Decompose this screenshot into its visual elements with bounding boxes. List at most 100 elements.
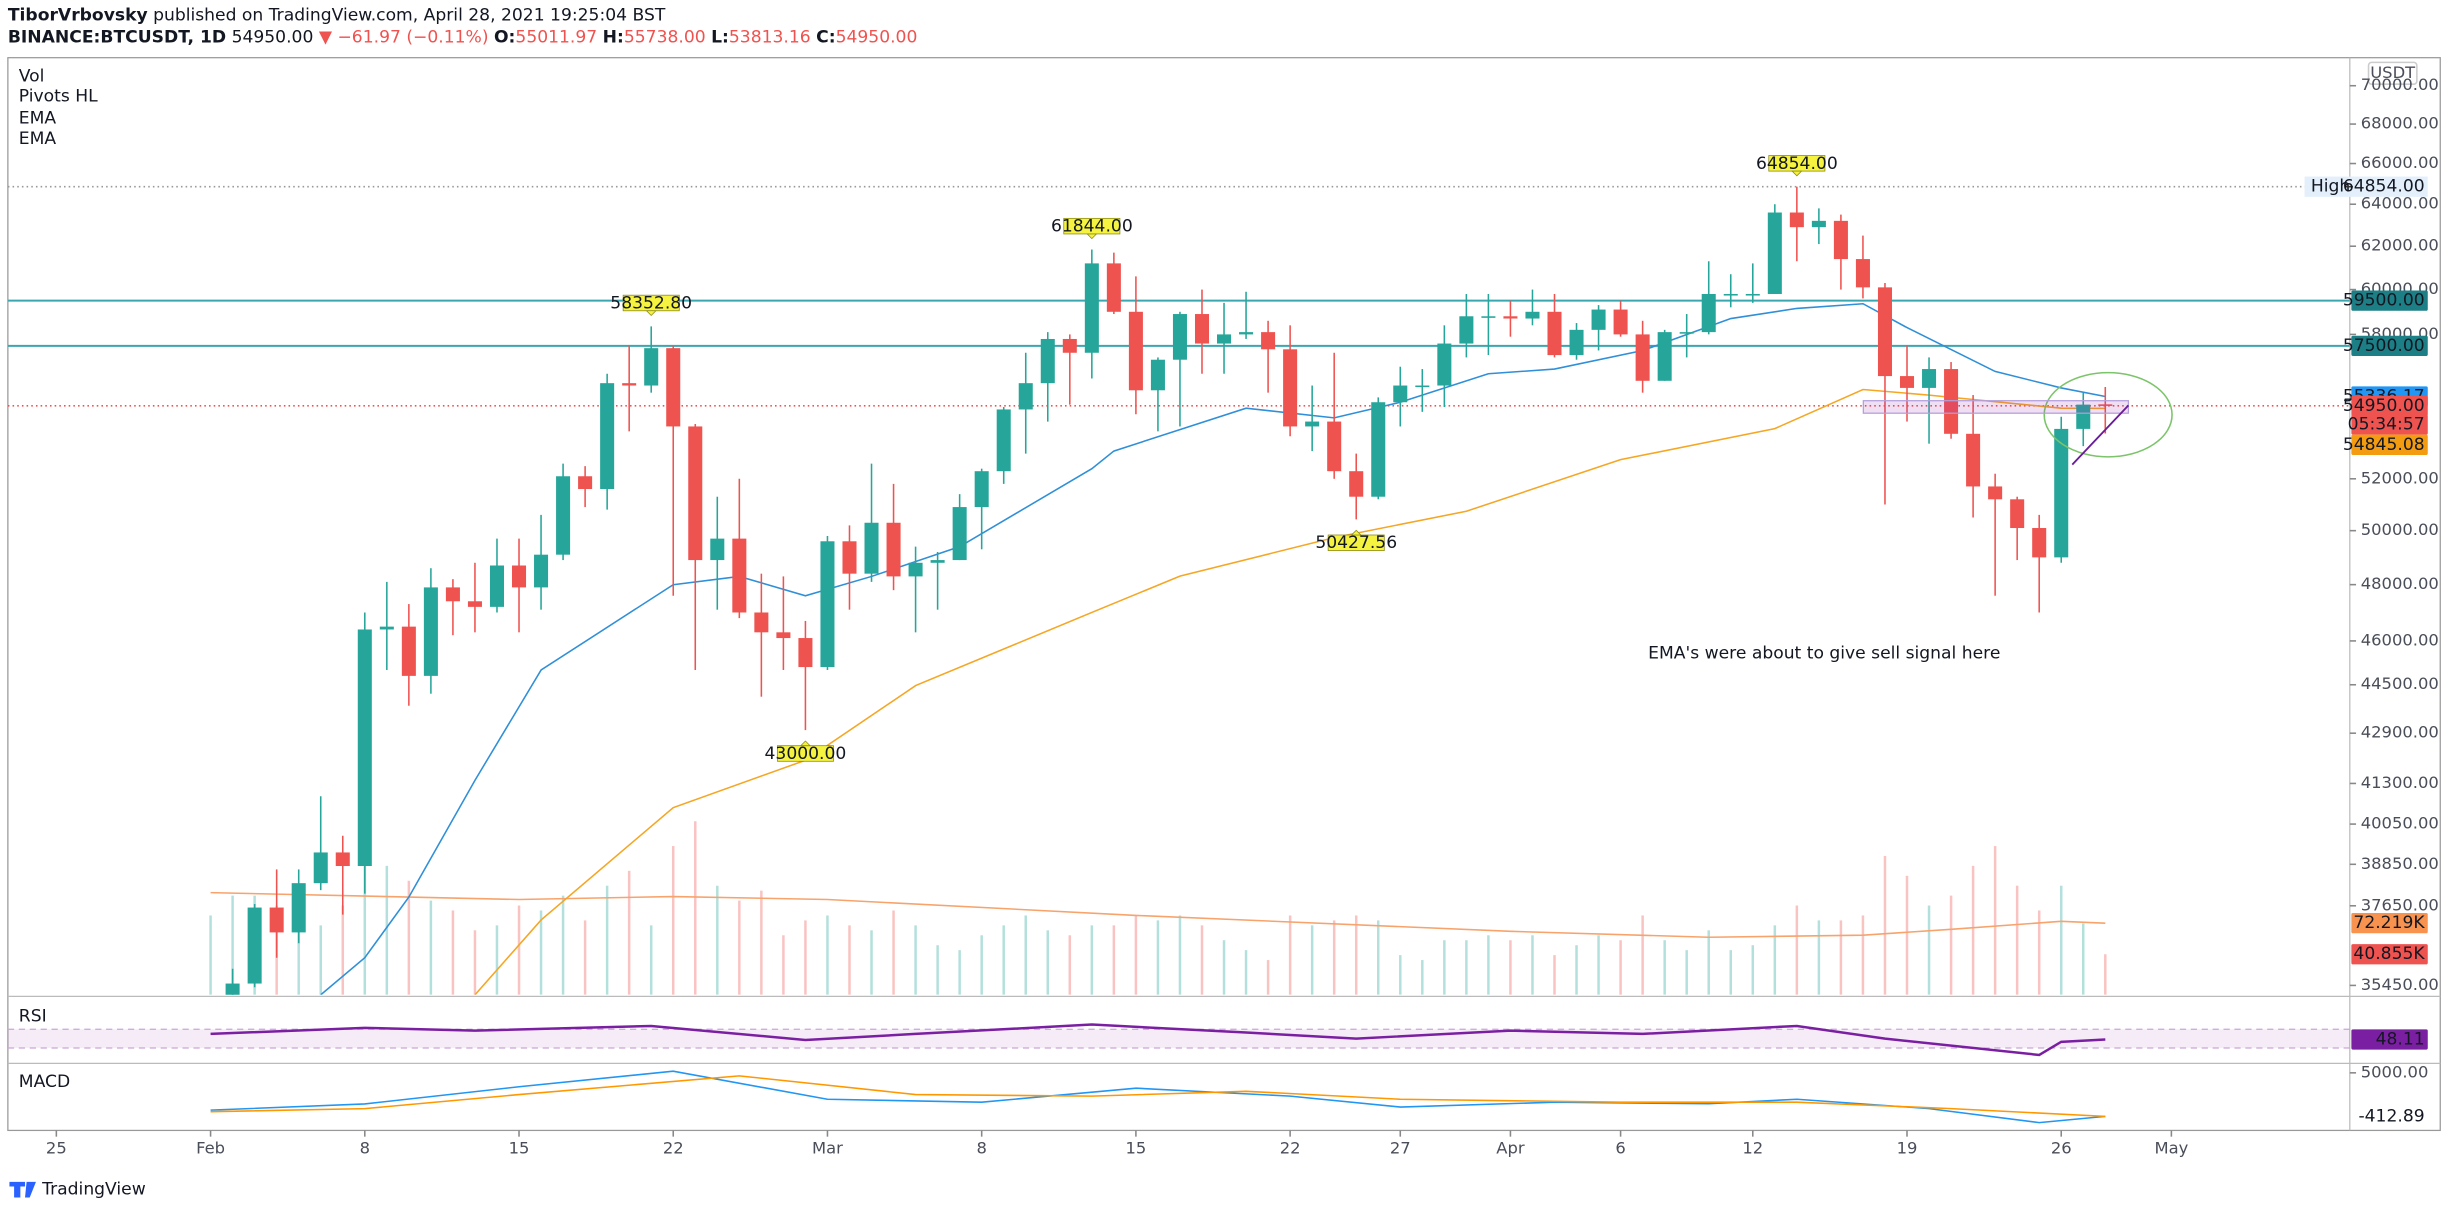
volume-bar xyxy=(319,925,322,995)
candle-body xyxy=(1833,220,1848,260)
x-tick-label: 6 xyxy=(1615,1139,1625,1158)
legend-item: EMA xyxy=(19,108,57,128)
macd-tag: -412.89 xyxy=(2358,1106,2424,1126)
volume-bar xyxy=(1619,940,1622,995)
ohlc-key: L: xyxy=(711,27,729,47)
volume-bar xyxy=(694,821,697,995)
candle-body xyxy=(204,1060,218,1076)
volume-bar xyxy=(1310,925,1314,995)
drawing-line xyxy=(2071,404,2130,466)
rsi-tag-box xyxy=(2351,1029,2428,1050)
volume-bar xyxy=(1068,935,1072,995)
candle-body xyxy=(379,626,394,630)
ohlc-value: 55738.00 xyxy=(624,27,706,47)
volume-bar xyxy=(1178,915,1182,995)
volume-bar xyxy=(2059,885,2063,995)
candle-body xyxy=(1040,338,1055,384)
volume-bar xyxy=(1905,875,1909,995)
volume-bar xyxy=(1156,920,1160,995)
candle-body xyxy=(1944,369,1959,434)
volume-bar xyxy=(1200,925,1204,995)
volume-tag-box xyxy=(2351,944,2428,965)
volume-bar xyxy=(627,870,631,995)
candle-body xyxy=(1305,421,1320,427)
legend: Vol Pivots HL EMA EMA RSI MACD xyxy=(19,66,98,1092)
candle-body xyxy=(1106,263,1121,312)
y-tick-label: 35450.00 xyxy=(2361,975,2439,994)
x-tick-label: 12 xyxy=(1742,1139,1763,1158)
ohlc-key: O: xyxy=(494,27,515,47)
level-tag: 57500.00 xyxy=(2343,336,2425,356)
ema-line xyxy=(474,388,2106,995)
candle-body xyxy=(1150,359,1165,391)
volume-tag: 40.855K xyxy=(2353,944,2425,964)
x-tick-label: 8 xyxy=(360,1139,370,1158)
rsi-band xyxy=(7,1029,2350,1048)
candle-body xyxy=(1591,309,1606,330)
volume-bar xyxy=(1861,915,1865,995)
volume-bar xyxy=(914,925,917,995)
candle-body xyxy=(864,522,879,574)
volume-bar xyxy=(1795,905,1799,995)
candle-body xyxy=(1393,385,1408,403)
ohlc-key: H: xyxy=(603,27,624,47)
candle-body xyxy=(622,383,637,386)
ema-tag-box xyxy=(2351,434,2428,455)
candle-body xyxy=(1194,314,1210,344)
volume-bar xyxy=(539,910,543,995)
y-tick-label: 46000.00 xyxy=(2361,630,2439,649)
candle-body xyxy=(1701,293,1716,333)
candle-body xyxy=(1172,314,1187,360)
candle-body xyxy=(1877,287,1892,377)
candle-body xyxy=(1613,309,1628,335)
symbol-line: BINANCE:BTCUSDT, 1D 54950.00 ▼ −61.97 (−… xyxy=(8,27,918,47)
y-tick-label: 50000.00 xyxy=(2361,520,2439,539)
volume-bar xyxy=(231,895,234,995)
candle-body xyxy=(1371,402,1386,497)
candle-body xyxy=(1789,212,1804,228)
volume-bar xyxy=(1597,935,1600,995)
candle-body xyxy=(1503,316,1518,319)
pivot-label: 43000.00 xyxy=(765,744,847,764)
volume-bar xyxy=(1112,925,1116,995)
candle-body xyxy=(401,626,416,676)
volume-bar xyxy=(1685,950,1688,995)
volume-bar xyxy=(561,895,565,995)
candle-body xyxy=(908,562,923,577)
volume-bar xyxy=(1993,846,1997,995)
candle-body xyxy=(820,541,835,668)
x-tick-label: 27 xyxy=(1390,1139,1411,1158)
frame xyxy=(7,57,2441,1132)
volume-bar xyxy=(649,925,653,995)
annotation: EMA's were about to give sell signal her… xyxy=(1648,643,2000,663)
volume-bar xyxy=(209,915,212,995)
change: ▼ −61.97 (−0.11%) xyxy=(319,27,489,47)
volume-bar xyxy=(1509,940,1512,995)
pivot-arrow xyxy=(1086,233,1098,240)
legend-item: Pivots HL xyxy=(19,87,98,107)
candle-body xyxy=(2032,528,2047,558)
logo xyxy=(9,1181,36,1198)
volume-bar xyxy=(429,900,433,995)
volume-bar xyxy=(1421,960,1424,995)
pivot-label: 64854.00 xyxy=(1756,154,1838,174)
volume-bar xyxy=(385,865,389,995)
pivot-label: 61844.00 xyxy=(1051,217,1133,237)
candle-body xyxy=(1679,332,1694,334)
candle-body xyxy=(886,522,901,577)
volume-bar xyxy=(1949,895,1953,995)
pivot-arrow xyxy=(799,740,812,747)
candle-body xyxy=(1745,293,1760,296)
candle-body xyxy=(600,383,615,490)
drawing-box xyxy=(1862,400,2130,414)
candle-body xyxy=(754,612,769,633)
candle-body xyxy=(335,852,350,867)
candle-body xyxy=(842,541,857,574)
volume-ma xyxy=(210,891,2106,939)
x-tick-label: 15 xyxy=(1125,1139,1146,1158)
candle-body xyxy=(357,629,372,867)
volume-bar xyxy=(517,905,521,995)
x-tick-label: 22 xyxy=(1280,1139,1301,1158)
volume-bar xyxy=(495,925,499,995)
candle-body xyxy=(710,538,725,561)
